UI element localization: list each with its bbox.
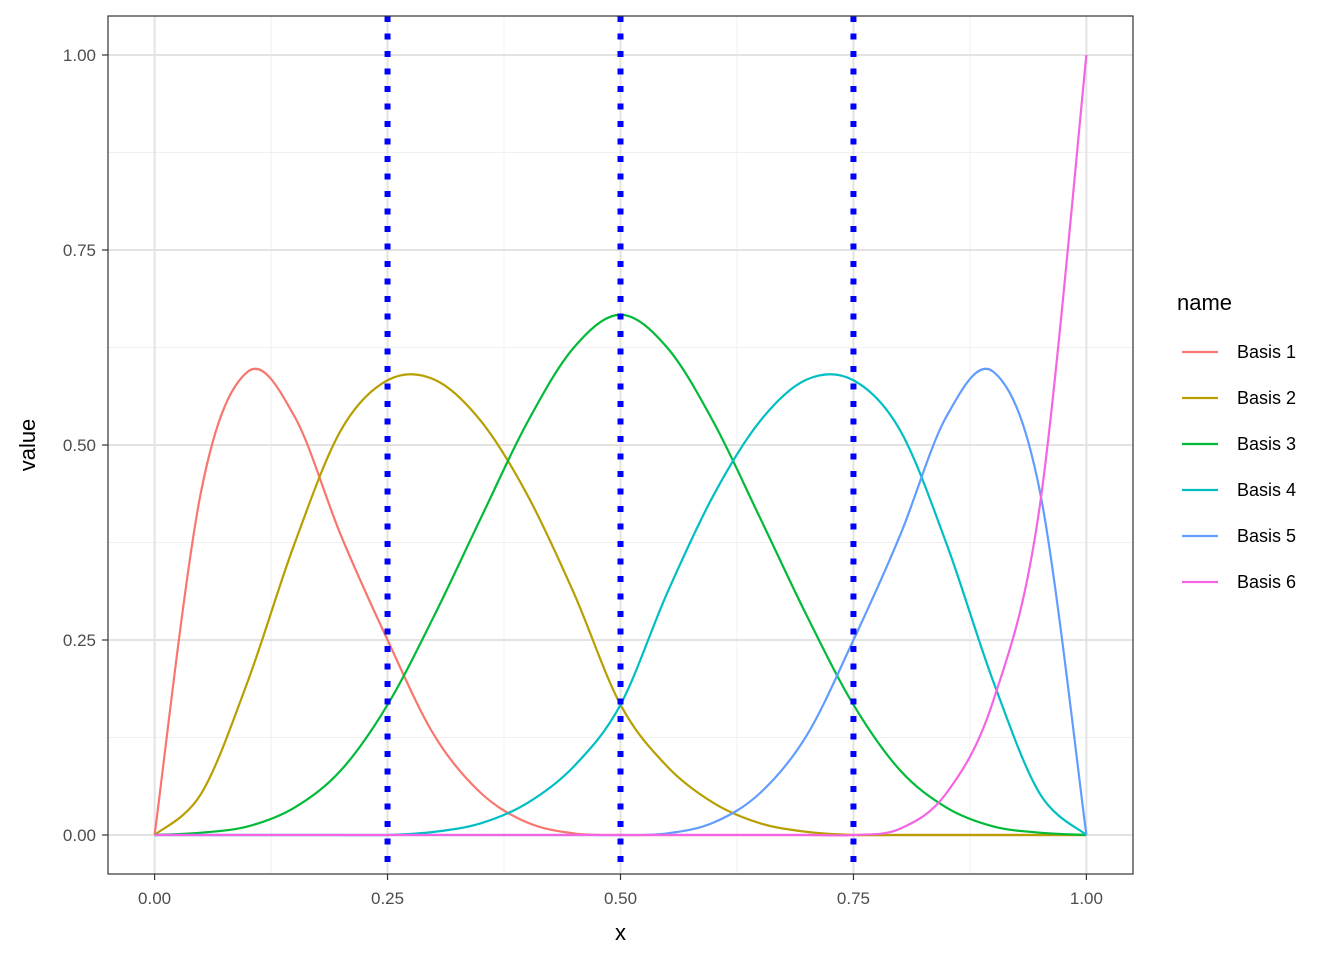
legend-label-4: Basis 4 bbox=[1237, 480, 1296, 500]
legend: name Basis 1 Basis 2 Basis 3 Basis 4 Basis 5 B… bbox=[1177, 290, 1296, 592]
y-tick-label: 0.75 bbox=[63, 241, 96, 260]
x-tick-label: 0.75 bbox=[837, 889, 870, 908]
legend-label-2: Basis 2 bbox=[1237, 388, 1296, 408]
y-axis-title: value bbox=[15, 419, 40, 472]
axes: 0.00 0.25 0.50 0.75 1.00 0.00 0.25 0.50 0.75 1.00… bbox=[15, 46, 1103, 945]
y-tick-label: 0.00 bbox=[63, 826, 96, 845]
knot-lines bbox=[384, 16, 857, 874]
x-tick-label: 0.00 bbox=[138, 889, 171, 908]
y-tick-label: 0.25 bbox=[63, 631, 96, 650]
x-tick-label: 1.00 bbox=[1070, 889, 1103, 908]
series-line-2 bbox=[153, 373, 1087, 837]
legend-label-1: Basis 1 bbox=[1237, 342, 1296, 362]
legend-label-5: Basis 5 bbox=[1237, 526, 1296, 546]
y-tick-label: 0.50 bbox=[63, 436, 96, 455]
series-line-6 bbox=[154, 54, 1088, 837]
legend-title: name bbox=[1177, 290, 1232, 315]
legend-label-6: Basis 6 bbox=[1237, 572, 1296, 592]
x-tick-label: 0.25 bbox=[371, 889, 404, 908]
x-tick-label: 0.50 bbox=[604, 889, 637, 908]
x-axis-title: x bbox=[615, 920, 626, 945]
legend-label-3: Basis 3 bbox=[1237, 434, 1296, 454]
series-lines bbox=[153, 54, 1088, 837]
y-tick-label: 1.00 bbox=[63, 46, 96, 65]
